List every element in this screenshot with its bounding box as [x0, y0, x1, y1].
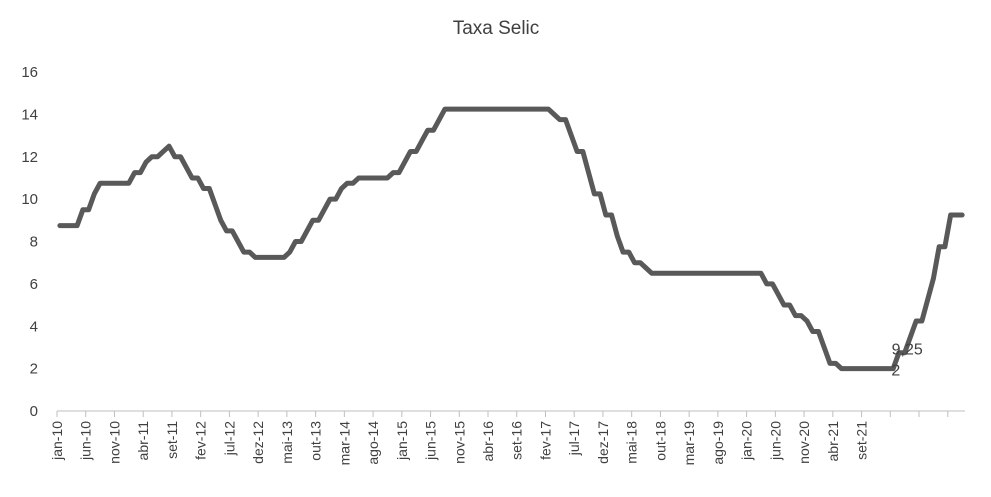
x-tick-label: fev-12: [193, 421, 209, 460]
x-tick-label: abr-21: [825, 421, 841, 462]
x-tick-label: jun-15: [423, 421, 439, 461]
x-tick-label: nov-10: [106, 421, 122, 464]
data-label: 9,25: [892, 342, 923, 359]
y-axis-ticks: 0 2 4 6 8 10 12 14 16: [21, 64, 38, 420]
series-layer: [57, 106, 965, 372]
x-tick-label: jan-20: [739, 421, 755, 461]
x-tick-label: mar-14: [336, 421, 352, 466]
x-tick-label: mai-18: [624, 421, 640, 464]
y-tick-label: 12: [21, 149, 38, 166]
x-tick-label: dez-17: [595, 421, 611, 464]
x-tick-label: jun-10: [78, 421, 94, 461]
x-tick-label: set-11: [164, 421, 180, 459]
x-tick-label: ago-14: [365, 421, 381, 465]
annotations: 29,25: [891, 342, 922, 380]
x-tick-label: out-13: [308, 421, 324, 461]
y-tick-label: 14: [21, 106, 38, 123]
x-axis: jan-10 jun-10 nov-10 abr-11 set-11 fev-12 jul-…: [49, 410, 965, 466]
y-tick-label: 6: [30, 276, 38, 293]
x-tick-label: ago-19: [710, 421, 726, 465]
chart-title: Taxa Selic: [453, 18, 540, 39]
data-label: 2: [891, 363, 900, 380]
x-tick-label: abr-11: [135, 421, 151, 461]
x-tick-label: set-16: [509, 421, 525, 460]
x-tick-label: nov-15: [451, 421, 467, 464]
x-tick-label: jan-15: [394, 421, 410, 461]
x-tick-label: fev-17: [537, 421, 553, 460]
series-line-selic: [57, 106, 965, 372]
x-tick-label: set-21: [854, 421, 870, 460]
y-tick-label: 8: [30, 234, 38, 251]
x-tick-label: abr-16: [480, 421, 496, 462]
x-tick-label: nov-20: [796, 421, 812, 464]
y-tick-label: 2: [30, 361, 38, 378]
y-tick-label: 4: [30, 318, 38, 335]
x-tick-label: dez-12: [250, 421, 266, 464]
y-tick-label: 0: [30, 403, 38, 420]
x-tick-label: mar-19: [681, 421, 697, 466]
x-tick-label: jan-10: [49, 421, 65, 461]
y-tick-label: 16: [21, 64, 38, 81]
x-tick-label: jul-12: [221, 421, 237, 456]
x-tick-label: mai-13: [279, 421, 295, 464]
x-tick-label: out-18: [652, 421, 668, 461]
x-tick-label: jun-20: [767, 421, 783, 461]
x-tick-label: jul-17: [566, 421, 582, 456]
y-tick-label: 10: [21, 191, 38, 208]
